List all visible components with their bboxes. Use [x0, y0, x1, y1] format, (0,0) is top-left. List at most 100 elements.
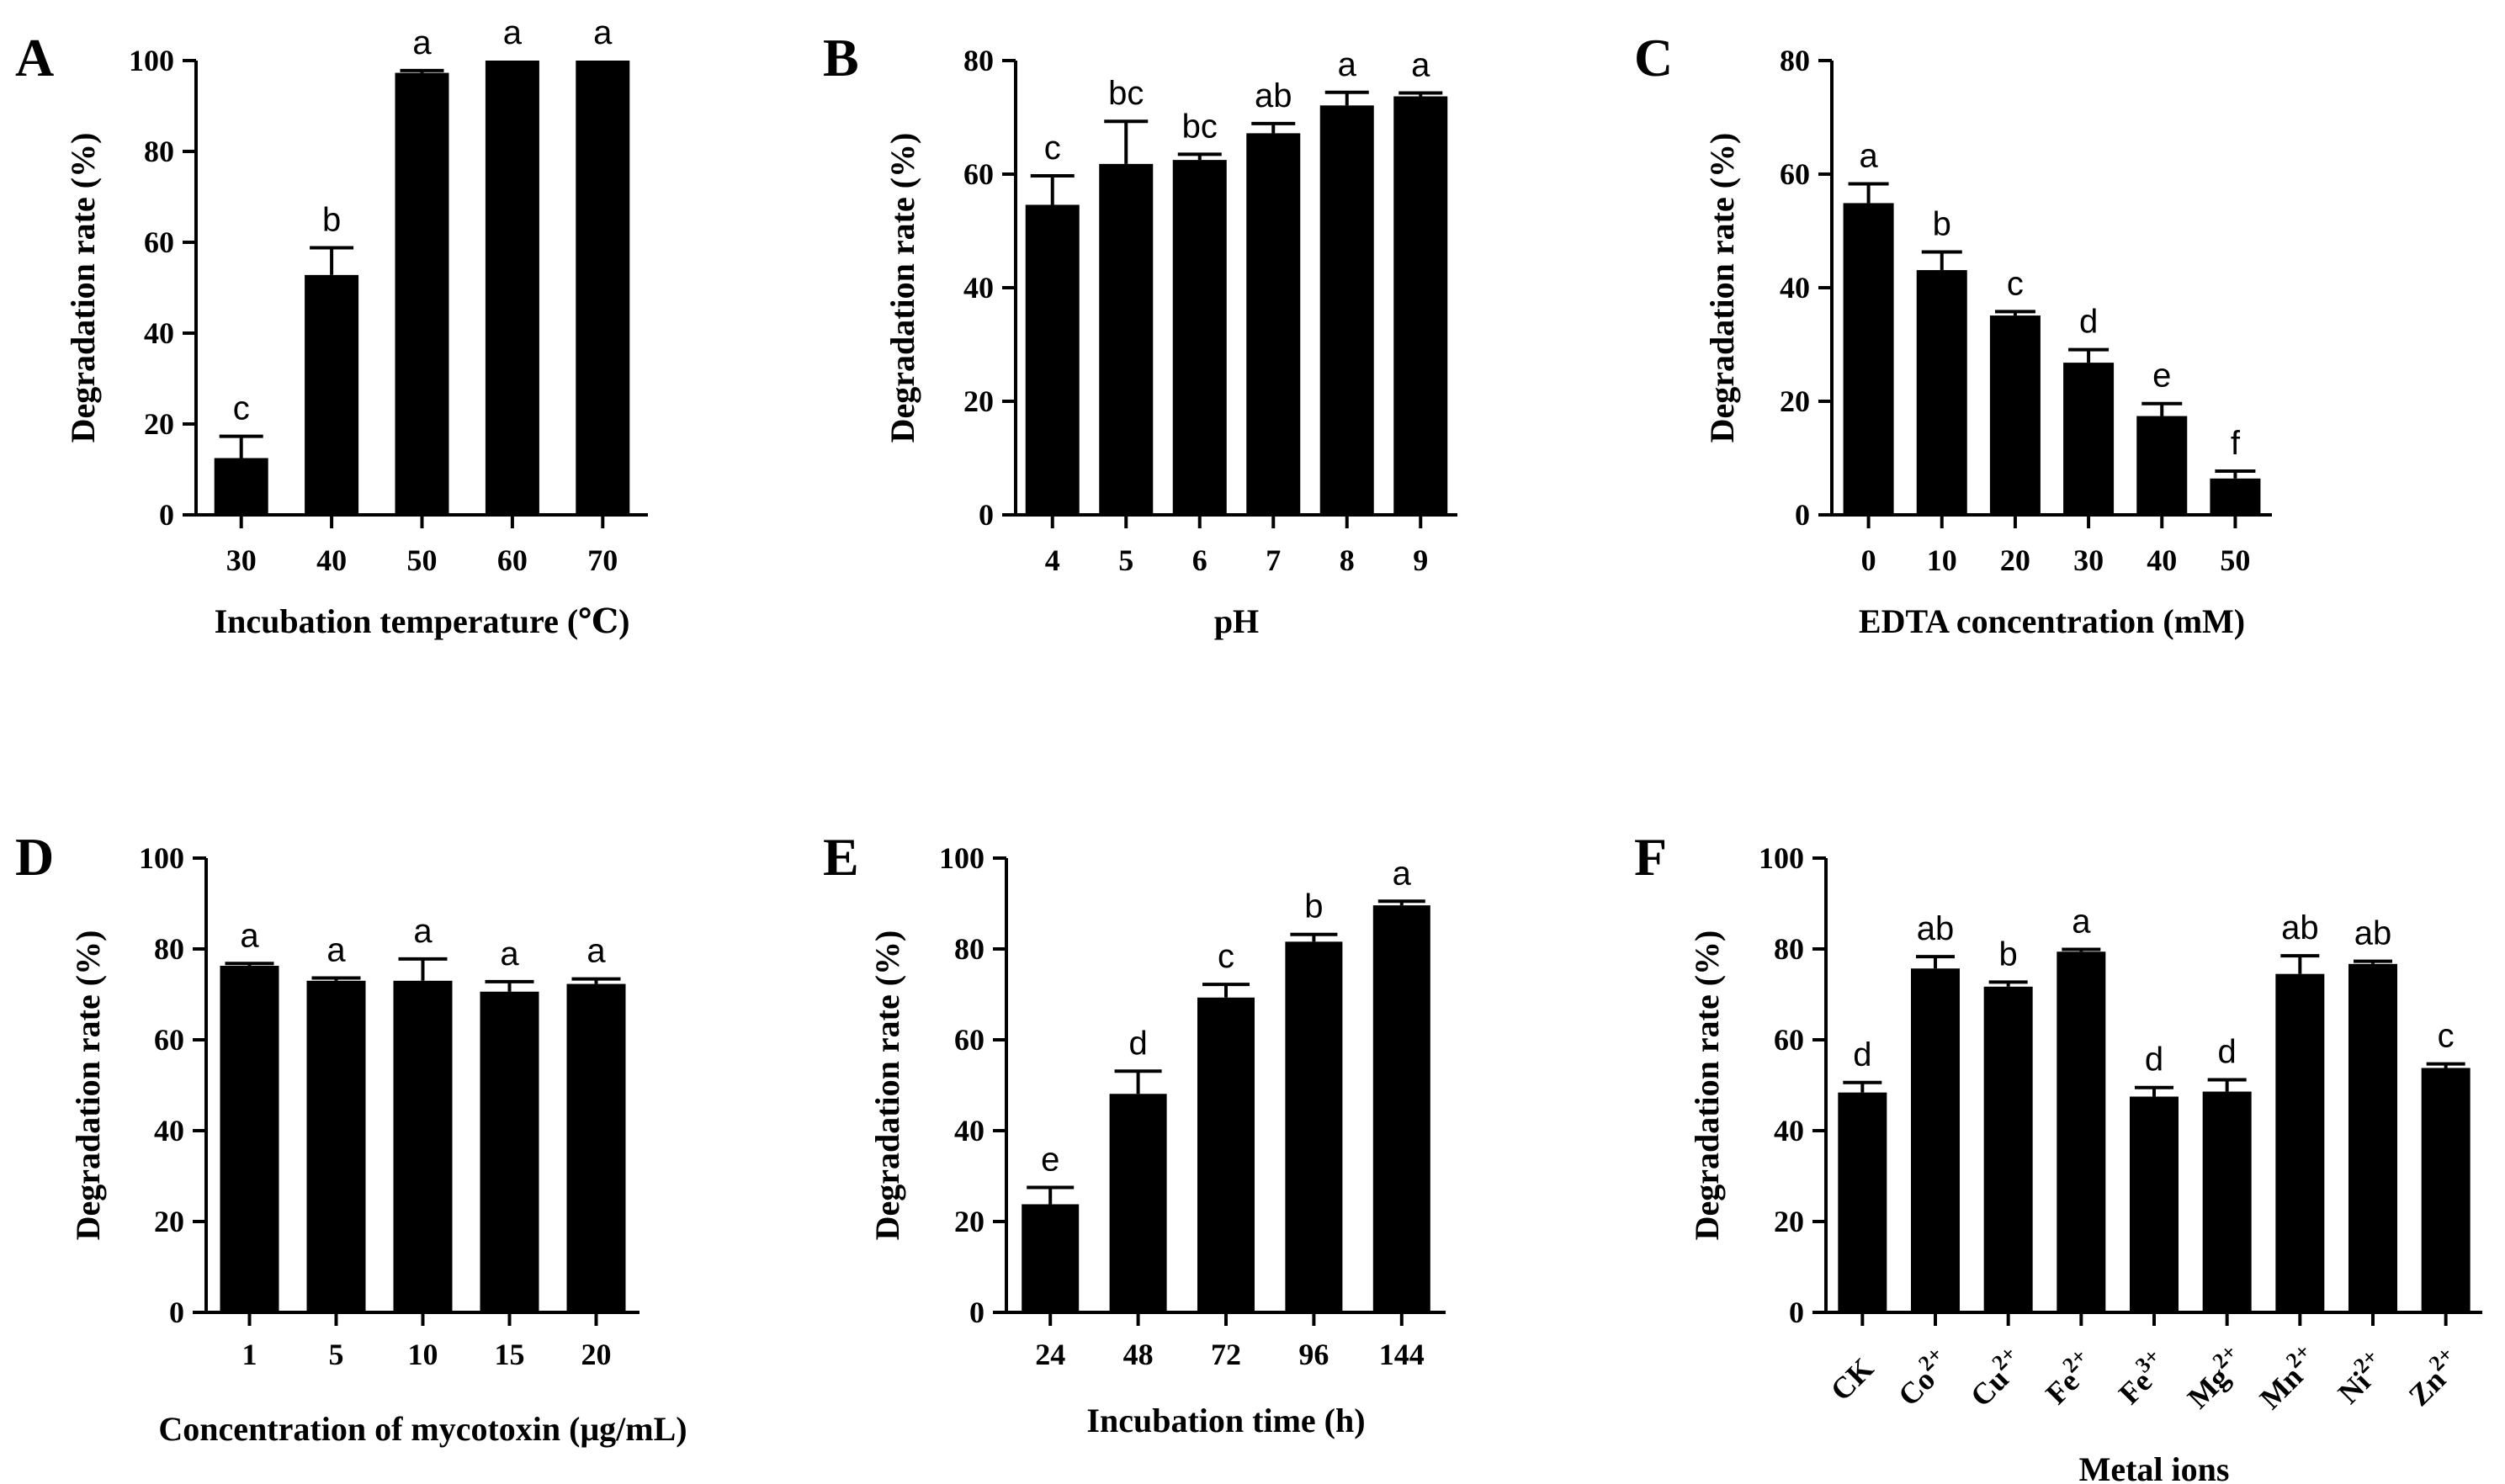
- x-axis-title: Incubation temperature (℃): [215, 602, 630, 640]
- x-tick-label: Fe3+: [2108, 1344, 2175, 1411]
- significance-letter: a: [1859, 137, 1878, 174]
- bar: [1911, 968, 1960, 1312]
- y-tick-label: 80: [1780, 44, 1810, 77]
- y-tick-label: 40: [1780, 271, 1810, 305]
- significance-letter: e: [2152, 358, 2171, 395]
- panel-letter-b: B: [823, 28, 859, 87]
- y-axis-title: Degradation rate (%): [64, 133, 102, 443]
- x-tick-label: 6: [1192, 543, 1207, 577]
- bar: [1393, 96, 1448, 516]
- y-axis-title: Degradation rate (%): [69, 930, 107, 1241]
- y-tick-label: 40: [144, 316, 174, 350]
- x-tick-label: Zn2+: [2398, 1342, 2469, 1412]
- significance-letter: ab: [2354, 915, 2392, 952]
- bar: [2130, 1096, 2179, 1312]
- x-tick-label: 40: [2147, 543, 2177, 577]
- significance-letter: bc: [1108, 75, 1144, 112]
- bar: [1022, 1204, 1080, 1312]
- bar: [1983, 986, 2033, 1312]
- x-tick-label: 0: [1861, 543, 1876, 577]
- x-axis-title: Incubation time (h): [1086, 1402, 1365, 1439]
- panel-letter-a: A: [15, 28, 54, 87]
- y-axis-title: Degradation rate (%): [884, 133, 921, 443]
- chart-panel-d: D 0 20 40 60 80 100 Degradation rate (%) a 1 a 5 a 10…: [15, 827, 687, 1448]
- y-tick-label: 60: [954, 1023, 984, 1057]
- significance-letter: c: [2007, 265, 2024, 302]
- x-tick-label: 30: [2073, 543, 2104, 577]
- bar: [393, 980, 453, 1312]
- bar: [1989, 315, 2041, 515]
- x-tick-label: 7: [1266, 543, 1281, 577]
- x-tick-label: Ni2+: [2327, 1344, 2393, 1410]
- y-tick-label: 80: [954, 932, 984, 966]
- bar: [1025, 204, 1080, 515]
- x-tick-label: 50: [407, 543, 438, 577]
- significance-letter: c: [233, 390, 250, 427]
- y-axis-title: Degradation rate (%): [868, 930, 906, 1241]
- significance-letter: d: [2218, 1034, 2237, 1071]
- y-tick-label: 20: [963, 384, 994, 418]
- x-tick-label: Mg2+: [2177, 1339, 2253, 1415]
- x-tick-label: 60: [497, 543, 528, 577]
- x-axis-title: Concentration of mycotoxin (μg/mL): [158, 1410, 687, 1448]
- chart-panel-b: B 0 20 40 60 80 Degradation rate (%) c 4 bc 5 bc 6 ab…: [823, 28, 1457, 640]
- x-tick-label: 72: [1211, 1338, 1241, 1371]
- y-tick-label: 60: [963, 157, 994, 191]
- significance-letter: a: [593, 14, 613, 51]
- x-tick-label: 4: [1045, 543, 1060, 577]
- x-tick-label: 5: [1118, 543, 1133, 577]
- bar: [566, 983, 626, 1312]
- significance-letter: a: [412, 24, 432, 61]
- y-tick-label: 100: [139, 841, 184, 875]
- x-tick-label: 5: [329, 1338, 344, 1371]
- chart-panel-e: E 0 20 40 60 80 100 Degradation rate (%) e 24 d 48 c…: [823, 827, 1446, 1439]
- x-tick-label: 40: [316, 543, 347, 577]
- bar: [1916, 270, 1967, 515]
- bar: [1099, 163, 1154, 515]
- y-tick-label: 0: [159, 498, 174, 532]
- y-tick-label: 40: [1774, 1114, 1804, 1147]
- y-tick-label: 80: [963, 44, 994, 77]
- bar: [2063, 363, 2115, 515]
- significance-letter: d: [1128, 1025, 1147, 1062]
- y-tick-label: 0: [169, 1296, 184, 1329]
- chart-panel-c: C 0 20 40 60 80 Degradation rate (%) a 0 b 10 c 20 d 3…: [1634, 28, 2272, 640]
- y-tick-label: 80: [154, 932, 184, 966]
- y-tick-label: 100: [939, 841, 984, 875]
- x-tick-label: Mn2+: [2249, 1338, 2326, 1415]
- significance-letter: a: [413, 913, 433, 950]
- y-tick-label: 0: [1795, 498, 1810, 532]
- x-tick-label: 24: [1035, 1338, 1065, 1371]
- y-tick-label: 40: [154, 1114, 184, 1147]
- significance-letter: c: [2438, 1018, 2455, 1055]
- x-tick-label: 30: [226, 543, 257, 577]
- x-tick-label: 10: [408, 1338, 438, 1371]
- y-axis-title: Degradation rate (%): [1688, 930, 1726, 1241]
- bar: [2421, 1068, 2471, 1312]
- significance-letter: d: [2145, 1041, 2163, 1079]
- panel-letter-e: E: [823, 827, 859, 887]
- significance-letter: f: [2231, 425, 2241, 462]
- x-tick-label: 10: [1927, 543, 1957, 577]
- y-tick-label: 60: [144, 225, 174, 259]
- x-axis-title: pH: [1214, 602, 1259, 640]
- bar: [2275, 973, 2325, 1312]
- x-axis-title: Metal ions: [2079, 1450, 2230, 1484]
- significance-letter: ab: [1255, 77, 1292, 114]
- bar: [214, 458, 268, 515]
- y-tick-label: 80: [144, 135, 174, 168]
- y-tick-label: 60: [1780, 157, 1810, 191]
- x-tick-label: Co2+: [1887, 1342, 1958, 1412]
- x-tick-label: CK: [1824, 1351, 1880, 1407]
- significance-letter: a: [503, 14, 523, 51]
- significance-letter: b: [1304, 888, 1323, 925]
- bar: [220, 965, 279, 1312]
- significance-letter: d: [2079, 304, 2098, 341]
- bar: [1372, 905, 1430, 1312]
- x-tick-label: Fe2+: [2035, 1344, 2102, 1411]
- x-tick-label: 20: [581, 1338, 612, 1371]
- bar: [576, 61, 630, 515]
- x-tick-label: 8: [1340, 543, 1355, 577]
- y-tick-label: 20: [954, 1205, 984, 1238]
